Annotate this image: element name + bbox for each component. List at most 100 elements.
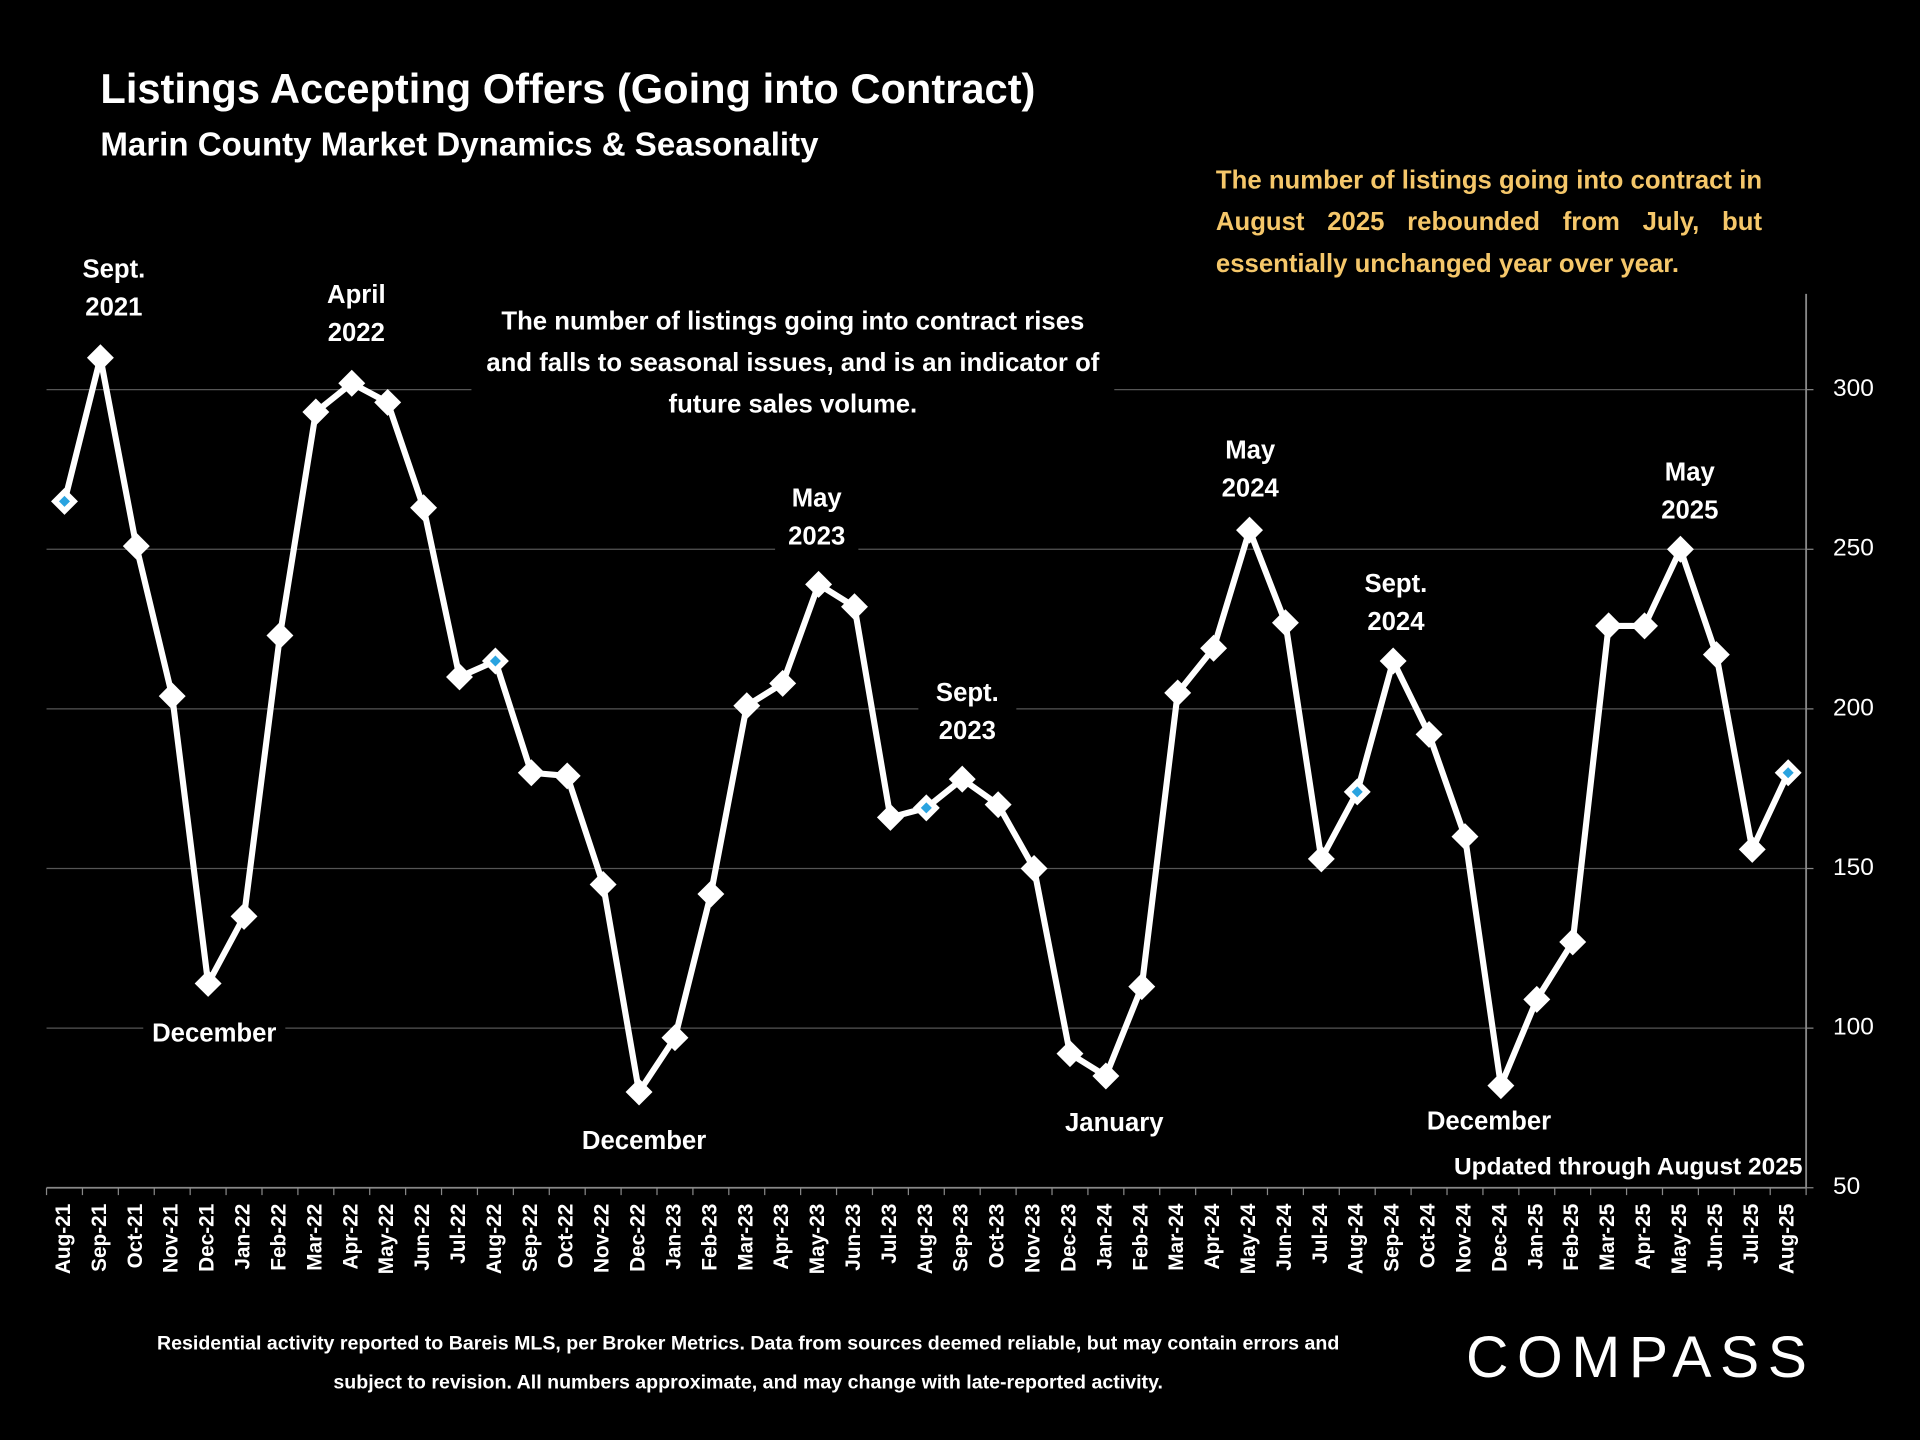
y-tick-label: 250 [1833,535,1874,562]
annotation: May [1225,437,1276,465]
x-tick-label: May-23 [806,1204,829,1275]
y-tick-label: 300 [1833,375,1874,402]
note-background [471,293,1115,432]
x-tick-label: Mar-24 [1165,1203,1188,1270]
annotation-background [1417,1100,1560,1147]
x-tick-label: Feb-22 [267,1204,290,1271]
x-tick-label: Aug-25 [1776,1204,1799,1274]
logo: COMPASS [1466,1325,1816,1390]
x-tick-label: Mar-22 [303,1204,326,1271]
data-point [1487,1072,1515,1100]
annotation-background [775,477,859,561]
x-tick-label: Dec-23 [1057,1204,1080,1272]
annotation: 2025 [1661,497,1718,525]
data-point [1020,855,1048,882]
data-point [1307,845,1335,873]
x-tick-label: Mar-23 [734,1204,757,1271]
x-tick-label: Jul-25 [1740,1204,1763,1264]
x-tick-label: May-22 [375,1204,398,1275]
annotation: 2022 [328,319,385,347]
data-point [1164,679,1192,707]
annotation-background [1050,1102,1178,1148]
data-point [1631,612,1658,640]
x-tick-label: Dec-21 [196,1204,219,1272]
data-point [122,532,150,560]
x-tick-label: Aug-22 [483,1204,506,1274]
x-tick-label: Sep-22 [519,1204,542,1272]
annotation-background [1208,429,1292,514]
x-tick-label: May-25 [1668,1204,1691,1275]
data-point [446,663,473,691]
footnote: Residential activity reported to Bareis … [156,1333,1340,1394]
data-point [338,369,366,397]
data-point [1379,647,1407,675]
data-point [1702,641,1730,669]
x-tick-label: Jul-22 [447,1204,470,1264]
data-point [805,570,833,598]
annotation: January [1065,1109,1164,1137]
data-point [194,969,222,997]
x-tick-label: Jun-22 [411,1204,434,1271]
x-tick-label: Mar-25 [1596,1204,1619,1271]
x-tick-label: Dec-22 [627,1204,650,1272]
annotation-background [143,1012,286,1058]
footnote-box: Residential activity reported to Bareis … [156,1333,1340,1394]
x-tick-label: Nov-22 [591,1204,614,1273]
annotation-background [64,248,163,332]
annotation: Sept. [82,255,145,283]
x-tick-label: Nov-23 [1022,1204,1045,1273]
x-tick-label: Aug-24 [1345,1203,1368,1274]
data-point [1415,720,1443,748]
data-point [230,902,258,930]
x-tick-label: Aug-21 [52,1204,75,1274]
x-tick-label: Apr-24 [1201,1203,1224,1269]
x-tick-label: Nov-24 [1452,1203,1475,1273]
annotation: May [1665,459,1716,487]
x-tick-label: Jun-23 [842,1204,865,1271]
annotation: 2021 [85,293,142,321]
data-point [158,682,186,710]
data-point [553,762,581,790]
annotation: Sept. [936,679,999,707]
data-point [1236,516,1263,544]
y-tick-label: 100 [1833,1014,1874,1041]
annotation: April [327,281,386,309]
x-tick-label: Jul-24 [1309,1203,1332,1264]
x-tick-label: Feb-23 [698,1204,721,1271]
x-tick-label: Jan-22 [232,1204,255,1270]
x-tick-label: Oct-23 [986,1204,1009,1269]
annotation: 2023 [788,522,845,550]
y-tick-label: 50 [1833,1173,1860,1200]
x-tick-label: May-24 [1237,1203,1260,1274]
annotation-background [918,672,1017,756]
data-point [1595,612,1623,640]
annotation: May [792,484,843,512]
x-tick-label: Jun-25 [1704,1204,1727,1271]
annotation-background [573,1120,716,1166]
data-point [86,344,114,372]
x-tick-label: Jan-24 [1093,1203,1116,1269]
annotation-background [1346,563,1445,647]
annotation: 2024 [1367,608,1425,636]
annotation: 2024 [1222,475,1280,503]
x-tick-label: Feb-25 [1560,1204,1583,1271]
data-point [984,791,1012,819]
x-tick-label: Jan-25 [1524,1204,1547,1270]
annotation: December [1427,1108,1551,1136]
x-tick-label: Sep-21 [88,1204,111,1272]
updated-note: Updated through August 2025 [1454,1154,1802,1181]
highlight-note-box: The number of listings going into contra… [1215,166,1763,278]
note-box: The number of listings going into contra… [486,307,1099,418]
chart-title: Listings Accepting Offers (Going into Co… [100,65,1035,112]
data-point [625,1078,653,1106]
annotation: December [152,1019,276,1047]
data-point-highlight [489,655,501,667]
x-tick-label: Oct-24 [1417,1203,1440,1268]
highlight-note: The number of listings going into contra… [1215,166,1763,278]
data-point-highlight [58,495,70,507]
chart-subtitle: Marin County Market Dynamics & Seasonali… [100,127,819,164]
data-point [661,1024,689,1052]
y-tick-label: 150 [1833,854,1874,881]
x-tick-label: Aug-23 [914,1204,937,1274]
